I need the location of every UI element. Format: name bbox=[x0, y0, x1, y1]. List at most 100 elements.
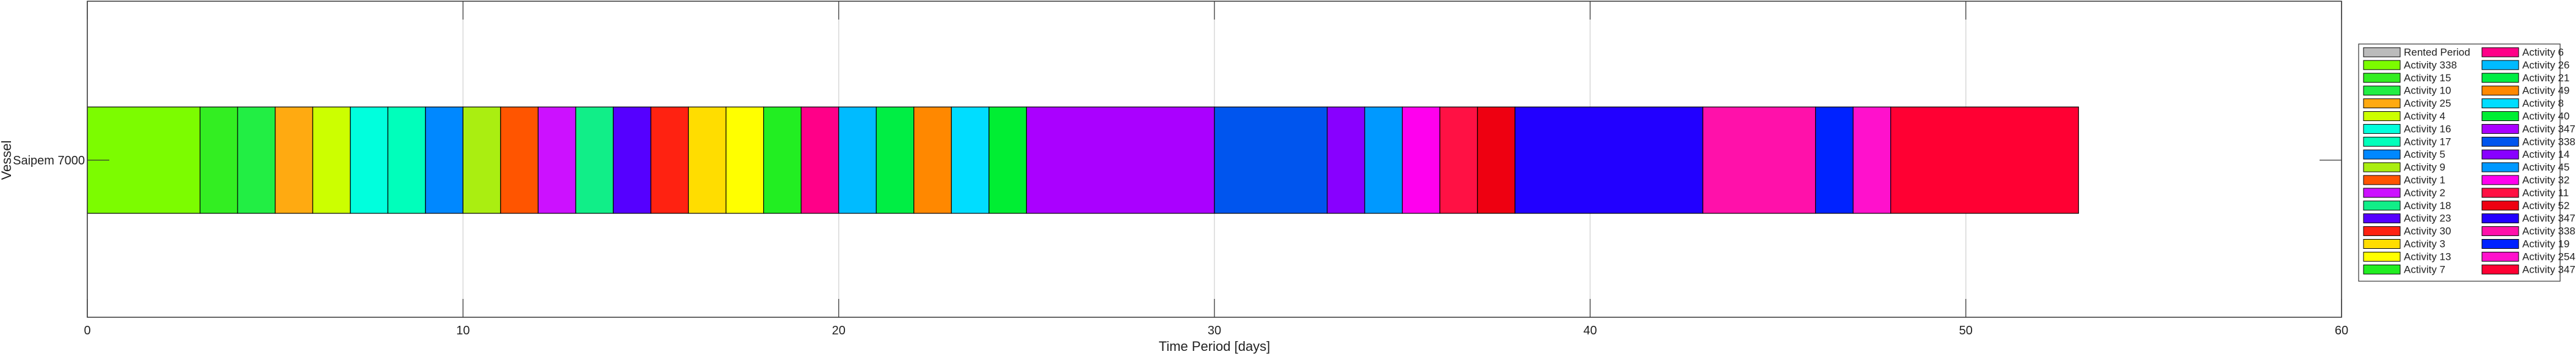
bar-segment bbox=[1514, 106, 1703, 214]
legend-label: Activity 11 bbox=[2522, 187, 2569, 199]
legend-swatch bbox=[2481, 73, 2519, 83]
legend-label: Activity 8 bbox=[2522, 98, 2564, 109]
legend-label: Activity 16 bbox=[2404, 123, 2451, 134]
bar-segment bbox=[1439, 106, 1478, 214]
legend-label: Activity 10 bbox=[2404, 85, 2451, 97]
bar-segment bbox=[1890, 106, 2079, 214]
legend-swatch bbox=[2481, 162, 2519, 172]
legend-label: Activity 52 bbox=[2522, 200, 2569, 212]
legend-label: Activity 2 bbox=[2404, 187, 2445, 199]
bar-segment bbox=[913, 106, 952, 214]
x-tick-label: 0 bbox=[84, 324, 90, 337]
bar-segment bbox=[838, 106, 877, 214]
y-axis-label: Vessel bbox=[0, 141, 14, 180]
legend-swatch bbox=[2481, 264, 2519, 274]
bar-segment bbox=[425, 106, 463, 214]
legend-swatch bbox=[2363, 201, 2401, 211]
legend-swatch bbox=[2481, 123, 2519, 134]
y-tick-label: Saipem 7000 bbox=[13, 154, 85, 167]
legend-swatch bbox=[2363, 60, 2401, 70]
x-tick-label: 20 bbox=[832, 324, 846, 337]
legend-swatch bbox=[2481, 213, 2519, 224]
legend-swatch bbox=[2481, 201, 2519, 211]
legend-swatch bbox=[2363, 47, 2401, 57]
legend-label: Activity 338 bbox=[2522, 136, 2575, 147]
legend-label: Activity 32 bbox=[2522, 174, 2569, 186]
legend-label: Activity 13 bbox=[2404, 251, 2451, 262]
legend-swatch bbox=[2481, 175, 2519, 185]
bar-segment bbox=[989, 106, 1027, 214]
x-axis-label: Time Period [days] bbox=[1159, 339, 1271, 354]
legend-swatch bbox=[2481, 136, 2519, 147]
legend-label: Activity 3 bbox=[2404, 238, 2445, 250]
bar-segment bbox=[725, 106, 764, 214]
legend-label: Activity 347 bbox=[2522, 213, 2575, 224]
legend-label: Activity 14 bbox=[2522, 149, 2569, 160]
bar-segment bbox=[312, 106, 351, 214]
bar-segment bbox=[951, 106, 990, 214]
legend-label: Activity 347 bbox=[2522, 123, 2575, 134]
legend-label: Activity 9 bbox=[2404, 161, 2445, 173]
legend-label: Activity 23 bbox=[2404, 213, 2451, 224]
x-tick-label: 30 bbox=[1208, 324, 1221, 337]
legend-swatch bbox=[2363, 162, 2401, 172]
bar-segment bbox=[500, 106, 539, 214]
bar-segment bbox=[612, 106, 651, 214]
legend-label: Activity 30 bbox=[2404, 226, 2451, 237]
legend-label: Activity 26 bbox=[2522, 59, 2569, 71]
bar-segment bbox=[876, 106, 915, 214]
legend-label: Activity 254 bbox=[2522, 251, 2575, 262]
bar-segment bbox=[1477, 106, 1515, 214]
legend-label: Activity 15 bbox=[2404, 72, 2451, 84]
bar-segment bbox=[350, 106, 388, 214]
legend-swatch bbox=[2481, 251, 2519, 262]
legend-label: Activity 17 bbox=[2404, 136, 2451, 147]
bar-segment bbox=[387, 106, 426, 214]
x-tick-label: 10 bbox=[456, 324, 470, 337]
legend-swatch bbox=[2481, 188, 2519, 198]
legend-swatch bbox=[2481, 239, 2519, 249]
legend-swatch bbox=[2481, 226, 2519, 237]
bar-segment bbox=[237, 106, 276, 214]
x-tick-label: 50 bbox=[1959, 324, 1973, 337]
legend-swatch bbox=[2363, 111, 2401, 121]
bar-segment bbox=[1852, 106, 1892, 214]
legend-swatch bbox=[2363, 226, 2401, 237]
legend-swatch bbox=[2363, 149, 2401, 160]
legend-swatch bbox=[2363, 123, 2401, 134]
bar-segment bbox=[1702, 106, 1816, 214]
legend-label: Activity 4 bbox=[2404, 111, 2445, 122]
legend-label: Activity 21 bbox=[2522, 72, 2569, 84]
legend-swatch bbox=[2363, 188, 2401, 198]
legend-swatch bbox=[2363, 213, 2401, 224]
bar-segment bbox=[1026, 106, 1215, 214]
legend-swatch bbox=[2363, 175, 2401, 185]
bar-segment bbox=[462, 106, 501, 214]
legend-label: Activity 6 bbox=[2522, 46, 2564, 58]
legend-swatch bbox=[2363, 251, 2401, 262]
legend-swatch bbox=[2481, 149, 2519, 160]
legend-label: Activity 40 bbox=[2522, 111, 2569, 122]
legend-label: Activity 347 bbox=[2522, 263, 2575, 275]
legend-swatch bbox=[2363, 239, 2401, 249]
bar-segment bbox=[200, 106, 238, 214]
legend-label: Activity 19 bbox=[2522, 238, 2569, 250]
x-tick-label: 60 bbox=[2335, 324, 2348, 337]
bar-segment bbox=[1327, 106, 1365, 214]
bar-segment bbox=[275, 106, 313, 214]
legend-label: Activity 5 bbox=[2404, 149, 2445, 160]
legend-swatch bbox=[2481, 86, 2519, 96]
bar-segment bbox=[575, 106, 614, 214]
bar-segment bbox=[1402, 106, 1440, 214]
legend-label: Activity 25 bbox=[2404, 98, 2451, 109]
legend-label: Activity 18 bbox=[2404, 200, 2451, 212]
legend-swatch bbox=[2363, 73, 2401, 83]
legend-label: Activity 338 bbox=[2404, 59, 2457, 71]
bar-segment bbox=[1214, 106, 1328, 214]
bar-segment bbox=[1815, 106, 1854, 214]
plot-area: 0 10 20 30 40 50 60 Saipem 7000 Time Period [day… bbox=[0, 1, 2348, 354]
legend-swatch bbox=[2363, 98, 2401, 109]
legend-swatch bbox=[2363, 264, 2401, 274]
